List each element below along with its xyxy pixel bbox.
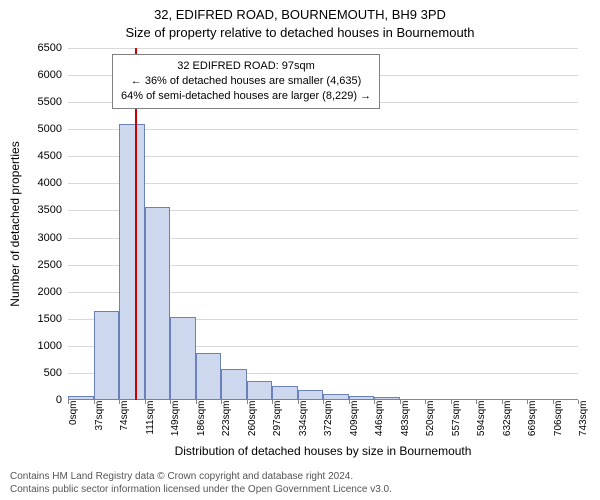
y-tick-label: 1500 [22, 313, 68, 325]
grid-line [68, 156, 578, 157]
grid-line [68, 129, 578, 130]
annotation-line-3: 64% of semi-detached houses are larger (… [121, 89, 371, 104]
histogram-bar [94, 311, 120, 400]
y-tick-label: 2000 [22, 286, 68, 298]
x-tick-label: 706sqm [553, 401, 564, 451]
x-tick-label: 37sqm [94, 401, 105, 451]
histogram-bar [145, 207, 171, 400]
histogram-bar [323, 394, 349, 400]
title-line-1: 32, EDIFRED ROAD, BOURNEMOUTH, BH9 3PD [0, 6, 600, 24]
footer-line-2: Contains public sector information licen… [10, 484, 392, 497]
histogram-bar [349, 396, 375, 400]
y-tick-label: 6000 [22, 69, 68, 81]
y-tick-label: 4000 [22, 177, 68, 189]
grid-line [68, 48, 578, 49]
y-tick-label: 6500 [22, 42, 68, 54]
x-tick-label: 111sqm [145, 401, 156, 451]
y-tick-label: 1000 [22, 340, 68, 352]
histogram-bar [68, 396, 94, 400]
histogram-bar [221, 369, 247, 400]
x-tick-label: 186sqm [196, 401, 207, 451]
x-tick-label: 669sqm [527, 401, 538, 451]
y-tick-label: 3500 [22, 204, 68, 216]
histogram-bar [247, 381, 273, 400]
histogram-bar [119, 124, 145, 400]
x-tick-label: 0sqm [68, 401, 79, 451]
annotation-line-1: 32 EDIFRED ROAD: 97sqm [121, 59, 371, 74]
x-axis-label: Distribution of detached houses by size … [68, 444, 578, 458]
histogram-bar [298, 390, 324, 400]
x-tick-label: 557sqm [451, 401, 462, 451]
x-tick-label: 74sqm [119, 401, 130, 451]
y-tick-label: 0 [22, 394, 68, 406]
footer-attribution: Contains HM Land Registry data © Crown c… [10, 471, 392, 496]
footer-line-1: Contains HM Land Registry data © Crown c… [10, 471, 392, 484]
annotation-box: 32 EDIFRED ROAD: 97sqm← 36% of detached … [112, 54, 380, 109]
y-tick-label: 2500 [22, 259, 68, 271]
x-tick-label: 483sqm [400, 401, 411, 451]
chart-container: 32, EDIFRED ROAD, BOURNEMOUTH, BH9 3PD S… [0, 0, 600, 500]
x-tick-label: 334sqm [298, 401, 309, 451]
x-tick-label: 297sqm [272, 401, 283, 451]
annotation-line-2: ← 36% of detached houses are smaller (4,… [121, 74, 371, 89]
x-tick-label: 149sqm [170, 401, 181, 451]
x-tick-label: 743sqm [578, 401, 589, 451]
x-tick-label: 520sqm [425, 401, 436, 451]
chart-title: 32, EDIFRED ROAD, BOURNEMOUTH, BH9 3PD S… [0, 0, 600, 41]
y-tick-label: 5500 [22, 96, 68, 108]
y-tick-label: 4500 [22, 150, 68, 162]
y-tick-label: 3000 [22, 232, 68, 244]
grid-line [68, 183, 578, 184]
x-tick-label: 372sqm [323, 401, 334, 451]
x-tick-label: 409sqm [349, 401, 360, 451]
title-line-2: Size of property relative to detached ho… [0, 24, 600, 42]
histogram-bar [170, 317, 196, 400]
y-tick-label: 500 [22, 367, 68, 379]
histogram-bar [374, 397, 400, 400]
histogram-bar [272, 386, 298, 400]
x-tick-label: 632sqm [502, 401, 513, 451]
x-tick-label: 260sqm [247, 401, 258, 451]
x-tick-label: 223sqm [221, 401, 232, 451]
x-tick-label: 594sqm [476, 401, 487, 451]
x-tick-label: 446sqm [374, 401, 385, 451]
plot-area: 0500100015002000250030003500400045005000… [68, 48, 578, 400]
histogram-bar [196, 353, 222, 400]
y-tick-label: 5000 [22, 123, 68, 135]
